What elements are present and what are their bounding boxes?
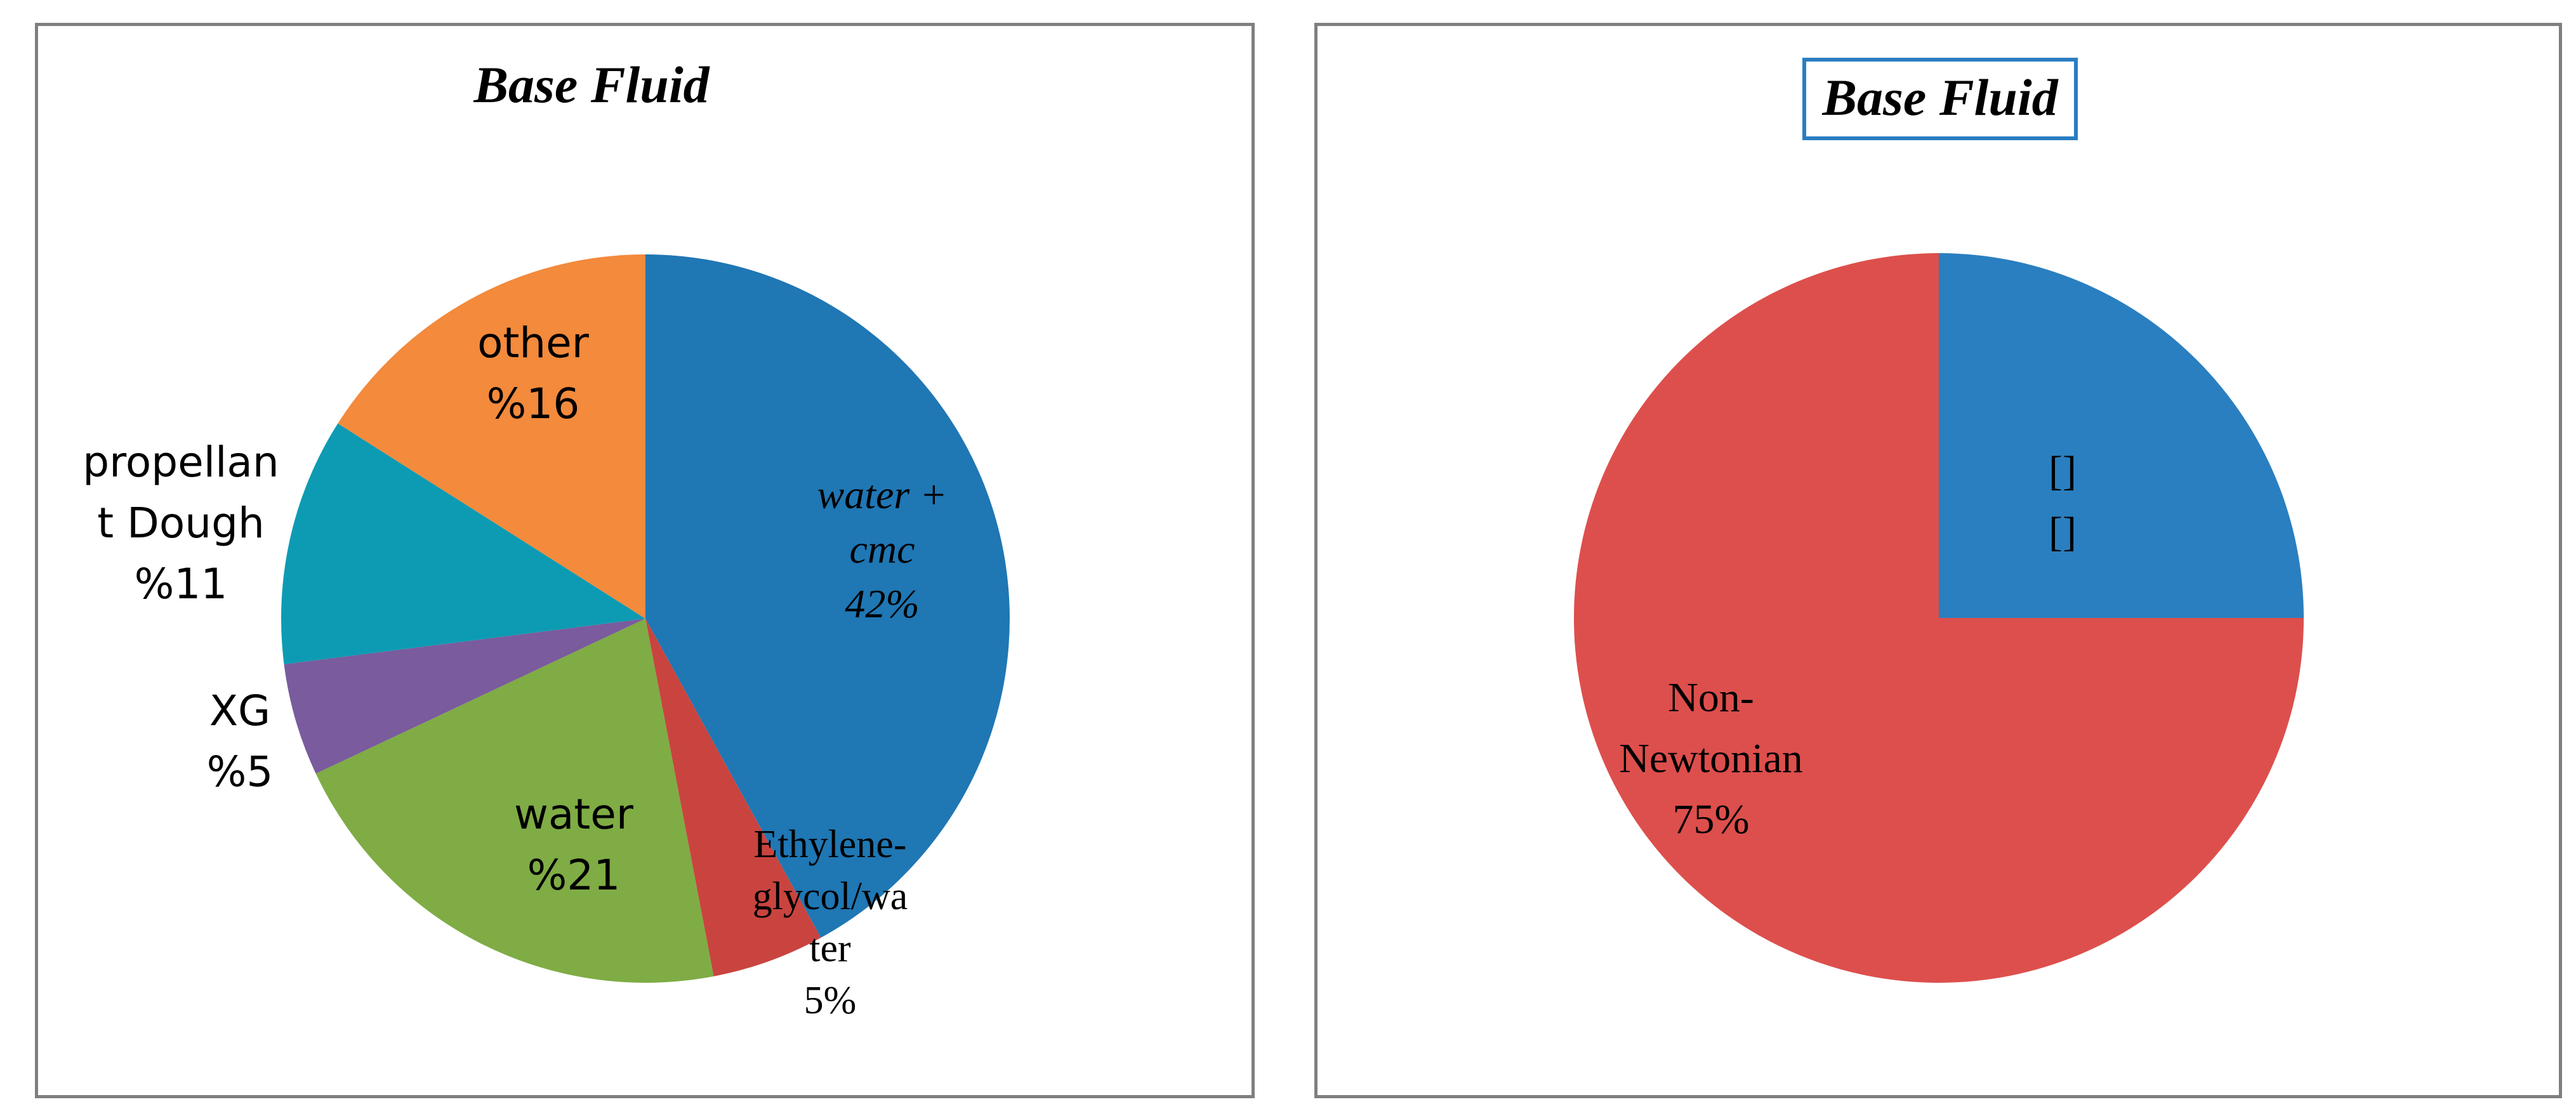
chart-title-2: Base Fluid [1821, 69, 2058, 126]
slice-label: water %21 [514, 790, 634, 900]
slice-label-line: 5% [804, 979, 857, 1022]
slice-label-line: ter [809, 927, 851, 970]
pie-slice [281, 423, 645, 664]
slice-label-line: cmc [849, 527, 915, 572]
pie-chart-2: Base Fluid [] [] Non- Newtonian 75% [1574, 58, 2304, 983]
slice-label-line: glycol/wa [753, 875, 908, 918]
chart-title-1: Base Fluid [473, 56, 710, 114]
pie-chart-panel-1: water + cmc 42% Ethylene-glycol/wa ter 5% wate… [35, 23, 1255, 1098]
slice-label-line: [] [2049, 448, 2077, 494]
slice-label-line: propellan [83, 438, 279, 487]
slice-label: Non- Newtonian 75% [1619, 674, 1803, 843]
slice-label-line: %21 [527, 851, 621, 900]
slice-label-line: Ethylene- [753, 823, 906, 866]
slice-label: water + cmc 42% [817, 472, 948, 626]
slice-label-line: %5 [207, 747, 274, 796]
slice-label: [] [] [2049, 448, 2077, 555]
slice-label: propellan t Dough %11 [83, 438, 279, 608]
pie-slice [1939, 253, 2304, 618]
slice-label-line: Non- [1668, 674, 1754, 721]
slice-label-line: XG [209, 686, 270, 735]
pie-slice [645, 619, 821, 976]
pie-chart-1: water + cmc 42% Ethylene-glycol/wa ter 5% wate… [83, 56, 1010, 1022]
pie-slice [338, 254, 645, 619]
slice-label-line: %16 [487, 379, 580, 428]
slice-label-line: other [477, 318, 590, 367]
slice-label-line: %11 [135, 560, 228, 608]
pie-chart-panel-2: Base Fluid [] [] Non- Newtonian 75% [1314, 23, 2562, 1098]
slice-label-line: 75% [1673, 796, 1750, 843]
slice-label-line: [] [2049, 509, 2077, 555]
pie-slice [315, 619, 714, 983]
chart-title-box-2 [1802, 58, 2078, 140]
pie-slice [284, 619, 646, 774]
slice-label-line: 42% [845, 581, 919, 626]
slice-label: other %16 [477, 318, 590, 428]
slice-label-line: water [514, 790, 634, 839]
slice-label-line: t Dough [97, 499, 265, 548]
pie-slice [1574, 253, 2304, 983]
pie-slice [645, 254, 1010, 938]
slice-label-line: water + [817, 472, 948, 517]
slice-label-line: Newtonian [1619, 735, 1803, 782]
slice-label: XG %5 [207, 686, 274, 796]
slice-label: Ethylene-glycol/wa ter 5% [753, 823, 908, 1022]
